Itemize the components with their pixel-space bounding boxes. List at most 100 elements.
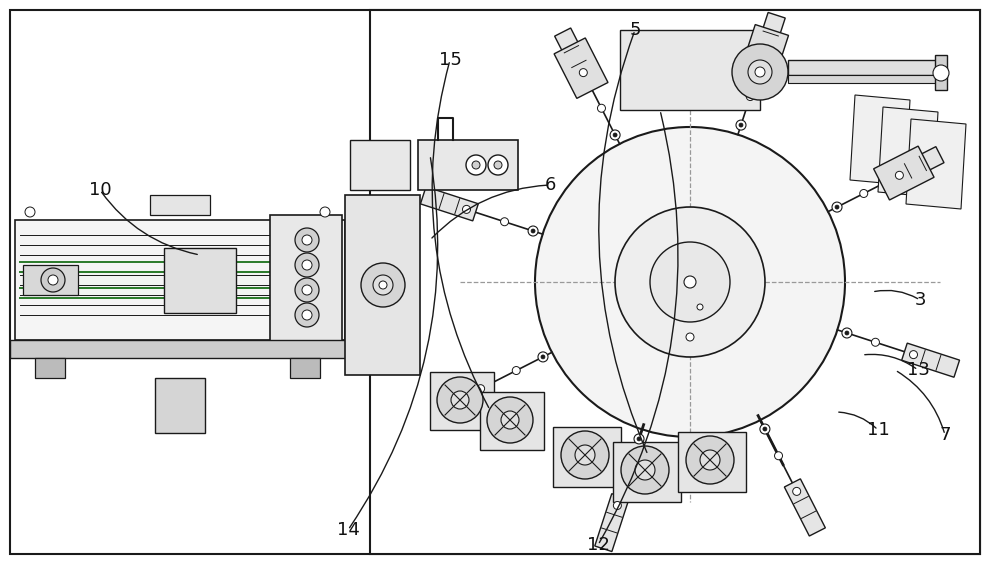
Circle shape — [610, 130, 620, 140]
Circle shape — [842, 328, 852, 338]
Bar — [788, 75, 943, 83]
Circle shape — [302, 260, 312, 270]
Circle shape — [295, 228, 319, 252]
Bar — [613, 442, 681, 502]
Bar — [15, 220, 345, 340]
Bar — [788, 60, 943, 75]
Circle shape — [775, 452, 783, 460]
Circle shape — [635, 460, 655, 480]
Text: 7: 7 — [939, 426, 951, 444]
Text: 12: 12 — [587, 536, 609, 554]
Circle shape — [748, 60, 772, 84]
Bar — [430, 372, 494, 430]
Polygon shape — [902, 343, 960, 377]
Circle shape — [320, 207, 330, 217]
Polygon shape — [436, 376, 493, 417]
Bar — [270, 215, 342, 345]
Bar — [620, 30, 760, 110]
Bar — [350, 140, 410, 190]
Circle shape — [597, 104, 605, 112]
Circle shape — [860, 190, 868, 197]
Circle shape — [501, 218, 509, 226]
Polygon shape — [595, 494, 629, 552]
Bar — [935, 55, 947, 90]
Text: 6: 6 — [544, 176, 556, 194]
Text: 5: 5 — [629, 21, 641, 39]
Bar — [345, 195, 420, 375]
Circle shape — [437, 377, 483, 423]
Circle shape — [650, 242, 730, 322]
Circle shape — [684, 276, 696, 288]
Circle shape — [732, 44, 788, 100]
Circle shape — [933, 65, 949, 81]
Polygon shape — [887, 147, 944, 188]
Circle shape — [477, 385, 485, 393]
Circle shape — [760, 424, 770, 434]
Text: 11: 11 — [867, 421, 889, 439]
Polygon shape — [784, 479, 825, 536]
Circle shape — [634, 434, 644, 444]
Circle shape — [895, 171, 903, 179]
Bar — [35, 358, 65, 378]
Polygon shape — [740, 25, 789, 83]
Circle shape — [686, 436, 734, 484]
Circle shape — [613, 501, 621, 509]
Bar — [290, 358, 320, 378]
Circle shape — [755, 67, 765, 77]
Circle shape — [793, 487, 801, 495]
Circle shape — [41, 268, 65, 292]
Polygon shape — [555, 28, 596, 85]
Circle shape — [621, 446, 669, 494]
Circle shape — [528, 226, 538, 236]
Circle shape — [373, 275, 393, 295]
Circle shape — [466, 155, 486, 175]
Circle shape — [48, 275, 58, 285]
Circle shape — [302, 235, 312, 245]
Text: 15: 15 — [439, 51, 461, 69]
Circle shape — [361, 263, 405, 307]
Circle shape — [302, 285, 312, 295]
Circle shape — [700, 450, 720, 470]
Circle shape — [472, 161, 480, 169]
Circle shape — [613, 133, 617, 137]
Bar — [164, 248, 236, 313]
Circle shape — [615, 207, 765, 357]
Bar — [480, 392, 544, 450]
Circle shape — [832, 202, 842, 212]
Circle shape — [295, 278, 319, 302]
Circle shape — [494, 161, 502, 169]
Bar — [155, 378, 205, 433]
Circle shape — [871, 338, 879, 346]
Circle shape — [463, 205, 471, 213]
Bar — [678, 432, 746, 492]
Circle shape — [746, 92, 754, 100]
Circle shape — [697, 304, 703, 310]
Circle shape — [535, 127, 845, 437]
Polygon shape — [751, 12, 785, 70]
Circle shape — [626, 464, 634, 472]
Circle shape — [302, 310, 312, 320]
Circle shape — [512, 367, 520, 374]
Circle shape — [379, 281, 387, 289]
Circle shape — [295, 253, 319, 277]
Circle shape — [487, 397, 533, 443]
Circle shape — [686, 333, 694, 341]
Circle shape — [488, 155, 508, 175]
Circle shape — [561, 431, 609, 479]
Circle shape — [501, 411, 519, 429]
Polygon shape — [420, 187, 478, 221]
Bar — [10, 340, 355, 358]
Circle shape — [541, 355, 545, 359]
Circle shape — [531, 229, 535, 233]
Circle shape — [579, 69, 587, 77]
Bar — [370, 10, 980, 554]
Text: 10: 10 — [89, 181, 111, 199]
Circle shape — [835, 205, 839, 209]
Polygon shape — [878, 107, 938, 197]
Circle shape — [295, 303, 319, 327]
Text: 13: 13 — [907, 361, 929, 379]
Circle shape — [451, 391, 469, 409]
Text: 14: 14 — [337, 521, 359, 539]
Circle shape — [739, 123, 743, 127]
Polygon shape — [554, 38, 608, 98]
